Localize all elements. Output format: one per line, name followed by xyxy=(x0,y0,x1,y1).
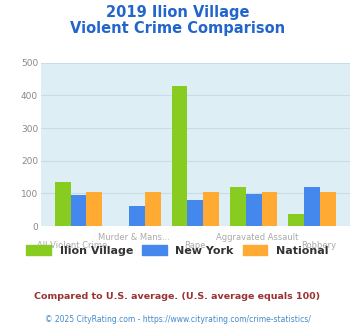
Bar xyxy=(288,214,304,226)
Bar xyxy=(129,207,145,226)
Text: Rape: Rape xyxy=(185,241,206,250)
Text: Robbery: Robbery xyxy=(301,241,336,250)
Text: 2019 Ilion Village: 2019 Ilion Village xyxy=(106,5,249,20)
Bar xyxy=(262,192,277,226)
Bar xyxy=(145,192,160,226)
Bar xyxy=(187,200,203,226)
Text: Compared to U.S. average. (U.S. average equals 100): Compared to U.S. average. (U.S. average … xyxy=(34,292,321,301)
Bar xyxy=(320,192,335,226)
Text: All Violent Crime: All Violent Crime xyxy=(37,241,107,250)
Text: Murder & Mans...: Murder & Mans... xyxy=(98,233,169,242)
Legend: Ilion Village, New York, National: Ilion Village, New York, National xyxy=(22,241,333,260)
Bar xyxy=(171,85,187,226)
Bar xyxy=(246,194,262,226)
Bar xyxy=(203,192,219,226)
Bar xyxy=(230,187,246,226)
Text: Aggravated Assault: Aggravated Assault xyxy=(216,233,298,242)
Text: Violent Crime Comparison: Violent Crime Comparison xyxy=(70,21,285,36)
Text: © 2025 CityRating.com - https://www.cityrating.com/crime-statistics/: © 2025 CityRating.com - https://www.city… xyxy=(45,315,310,324)
Bar xyxy=(86,192,102,226)
Bar xyxy=(304,187,320,226)
Bar xyxy=(71,195,86,226)
Bar xyxy=(55,182,71,226)
